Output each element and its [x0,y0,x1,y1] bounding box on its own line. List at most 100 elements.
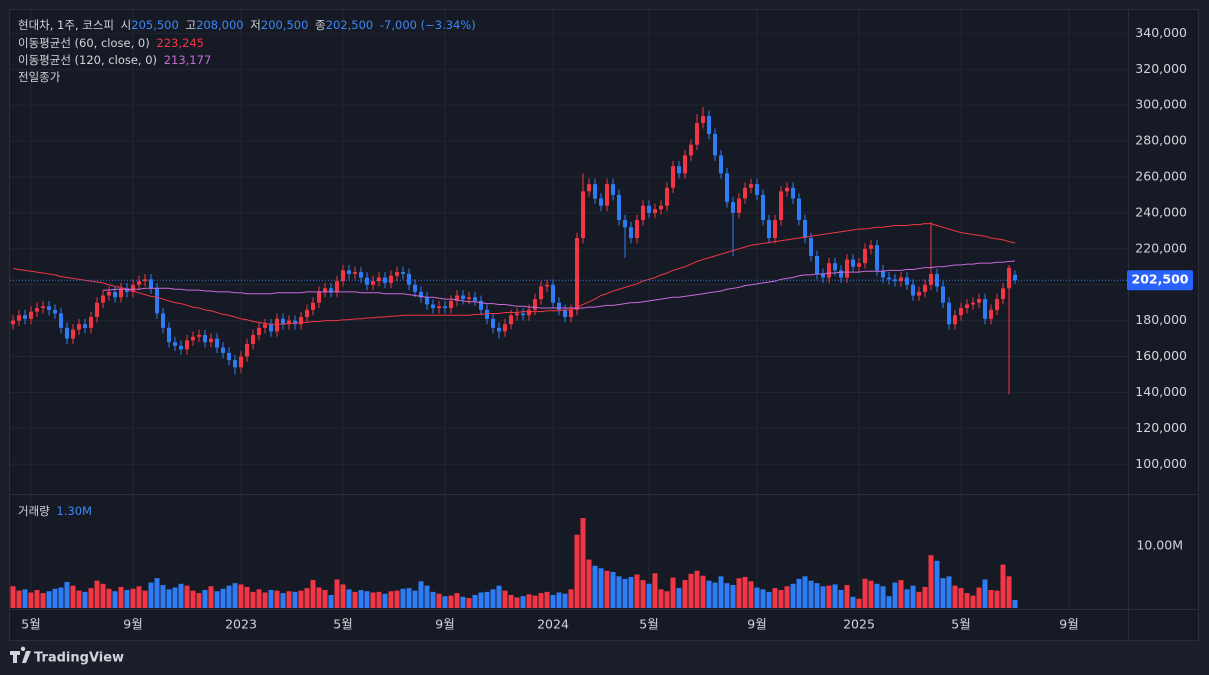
candle-body [785,187,789,192]
prev-close-label: 전일종가 [18,70,61,84]
volume-bar [424,585,430,608]
volume-bar [358,589,364,608]
candle-body [449,300,453,309]
candle-body [179,345,183,350]
volume-bar [430,591,436,608]
candle-body [239,356,243,368]
axis-layer: 100,000120,000140,000160,000180,000200,0… [10,10,1198,640]
candle-body [47,306,51,310]
volume-bar [688,573,694,608]
candle-body [59,313,63,328]
volume-bar [718,576,724,608]
candle-body [587,184,591,192]
candle-body [335,281,339,292]
volume-bar [994,590,1000,608]
candle-body [389,275,393,283]
candle-body [185,340,189,350]
candle-body [35,308,39,312]
candle-body [761,194,765,221]
candle-body [713,133,717,156]
volume-bar [238,584,244,608]
volume-bar [16,590,22,608]
candle-body [569,309,573,318]
last-price-box [1127,270,1193,291]
candle-body [953,315,957,325]
volume-bar [172,587,178,608]
candle-body [227,352,231,361]
volume-bar [904,589,910,608]
candle-body [821,273,825,278]
volume-bar [754,587,760,608]
candle-body [1001,288,1005,300]
volume-bar [880,586,886,608]
volume-bar [760,589,766,608]
candle-body [575,238,579,310]
x-tick-label: 2023 [225,617,257,632]
volume-bar [46,591,52,608]
volume-bar [484,591,490,608]
volume-bar [232,583,238,608]
candle-body [545,284,549,287]
volume-bar [604,570,610,608]
volume-bar [82,591,88,608]
candle-body [683,155,687,174]
volume-bar [892,582,898,608]
volume-bar [844,585,850,608]
candle-body [695,123,699,145]
candle-body [497,327,501,332]
candle-body [599,198,603,206]
volume-bar [34,589,40,608]
volume-bar [532,595,538,608]
volume-bar [898,580,904,608]
volume-bar [214,591,220,608]
candle-body [269,324,273,332]
candle-body [29,311,33,319]
candle-body [671,166,675,188]
volume-bar [1012,599,1018,608]
candle-body [95,302,99,318]
volume-bar [508,594,514,608]
candle-body [323,288,327,292]
ma60-value: 223,245 [156,36,204,50]
volume-bar [64,581,70,608]
open-value: 205,500 [131,18,179,32]
candle-body [899,277,903,282]
ma120-value: 213,177 [163,53,212,67]
candle-body [635,220,639,239]
candle-body [869,245,873,249]
volume-bar [352,591,358,608]
volume-bar [874,583,880,608]
volume-bar [10,586,16,608]
volume-bar [370,592,376,608]
volume-bar [946,576,952,608]
volume-bar [52,588,58,608]
candle-body [605,184,609,206]
volume-bar [652,573,658,608]
candle-body [689,144,693,156]
candle-body [65,327,69,339]
volume-bar [634,574,640,608]
volume-bar [442,596,448,608]
candle-body [1013,274,1017,281]
candle-body [641,205,645,221]
volume-bar [472,594,478,608]
volume-bar [958,588,964,608]
volume-bar [328,594,334,608]
volume-bar [376,591,382,608]
x-tick-label: 2025 [843,617,875,632]
volume-bar [826,585,832,608]
candle-body [251,334,255,344]
candle-body [707,115,711,134]
candle-body [959,308,963,316]
candle-body [209,338,213,343]
volume-bar [574,534,580,608]
candle-body [791,187,795,199]
candle-body [749,184,753,188]
volume-bar [658,589,664,608]
volume-bar [202,589,208,608]
y-tick-label: 220,000 [1135,240,1187,255]
volume-bar [502,590,508,608]
volume-bar [814,583,820,608]
volume-bar [166,589,172,608]
candle-body [161,313,165,328]
